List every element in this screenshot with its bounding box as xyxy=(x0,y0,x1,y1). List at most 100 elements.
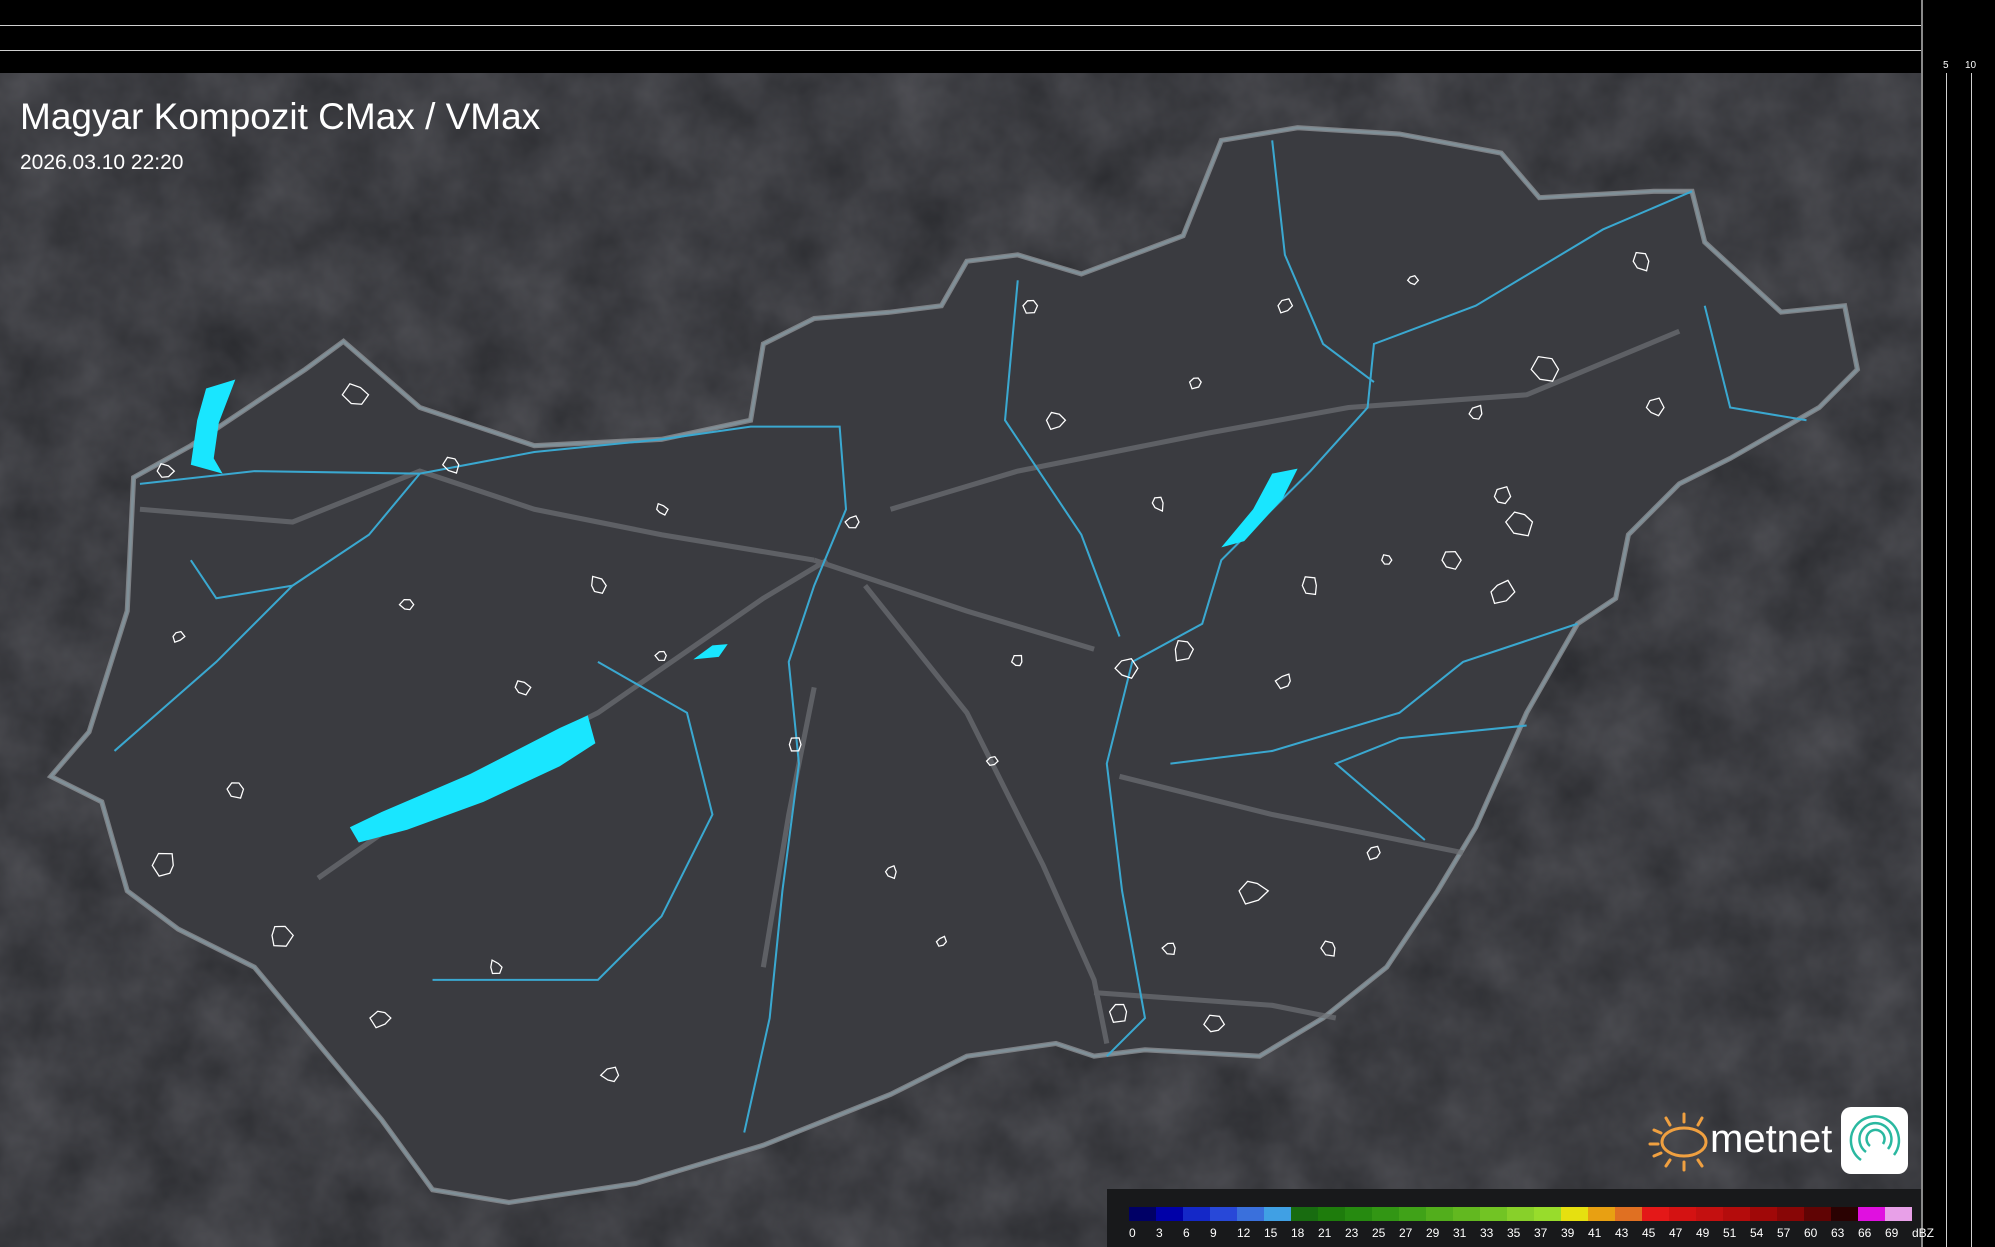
settlement-outline xyxy=(1022,299,1039,314)
lake-fertő xyxy=(190,379,236,474)
legend-swatch xyxy=(1534,1207,1561,1221)
legend-swatch xyxy=(1777,1207,1804,1221)
legend-swatch xyxy=(1291,1207,1318,1221)
legend-swatch xyxy=(1804,1207,1831,1221)
settlement-outline xyxy=(1010,654,1023,667)
settlement-outline xyxy=(172,630,186,644)
settlement-outline xyxy=(1366,845,1381,861)
legend-swatch xyxy=(1642,1207,1669,1221)
legend-swatch xyxy=(1237,1207,1264,1221)
legend-label: 33 xyxy=(1480,1226,1494,1240)
settlement-outline xyxy=(156,462,176,478)
legend-label: 9 xyxy=(1210,1226,1217,1240)
settlement-outline xyxy=(1441,550,1462,570)
settlement-outline xyxy=(1490,579,1516,605)
gridline-10 xyxy=(0,25,1921,26)
legend-swatch xyxy=(1696,1207,1723,1221)
settlement-outline xyxy=(655,502,669,516)
legend-label: 60 xyxy=(1804,1226,1818,1240)
settlement-outline xyxy=(1238,880,1270,905)
settlement-outline xyxy=(884,864,897,880)
legend-label: 29 xyxy=(1426,1226,1440,1240)
legend-label: 41 xyxy=(1588,1226,1602,1240)
settlement-outline xyxy=(1468,404,1483,420)
settlement-outline xyxy=(1504,511,1534,537)
legend-label: 31 xyxy=(1453,1226,1467,1240)
settlement-outline xyxy=(1301,576,1317,596)
legend-swatch xyxy=(1750,1207,1777,1221)
settlement-outline xyxy=(1188,377,1202,390)
settlement-outline xyxy=(1151,496,1164,513)
legend-label: 35 xyxy=(1507,1226,1521,1240)
settlement-outline xyxy=(654,650,667,662)
settlement-outline xyxy=(599,1066,620,1083)
lake-balaton xyxy=(349,715,596,843)
settlement-outline xyxy=(1381,554,1393,565)
legend-label: 47 xyxy=(1669,1226,1683,1240)
settlement-outline xyxy=(1493,485,1512,505)
country-border xyxy=(46,125,1861,1206)
legend-label: 18 xyxy=(1291,1226,1305,1240)
gridline-5 xyxy=(0,50,1921,51)
settlement-outline xyxy=(1645,397,1665,417)
map-timestamp: 2026.03.10 22:20 xyxy=(20,151,184,174)
legend-label: 21 xyxy=(1318,1226,1332,1240)
top-profile-strip: 10 5 xyxy=(0,0,1995,73)
settlement-outline xyxy=(591,575,607,594)
legend-label: 57 xyxy=(1777,1226,1791,1240)
lake-velence xyxy=(693,644,728,660)
settlement-outline xyxy=(1274,673,1291,690)
legend-swatch xyxy=(1723,1207,1750,1221)
legend-label: 27 xyxy=(1399,1226,1413,1240)
legend-labels: 0 3 6 9 12 15 18 21 23 25 27 29 31 33 35 37 39 41 43 45 47 49… xyxy=(1129,1226,1939,1240)
gridline-10 xyxy=(1971,73,1972,1247)
settlement-outline xyxy=(1632,251,1650,272)
settlement-outline xyxy=(341,382,370,405)
map-title: Magyar Kompozit CMax / VMax xyxy=(20,96,541,137)
tick-label: 10 xyxy=(1965,60,1977,71)
settlement-outline xyxy=(1406,275,1420,286)
legend-label: 6 xyxy=(1183,1226,1190,1240)
legend-label: 63 xyxy=(1831,1226,1845,1240)
settlement-outline xyxy=(1277,298,1294,314)
settlement-outline xyxy=(226,782,245,799)
legend-swatch xyxy=(1669,1207,1696,1221)
legend-swatch xyxy=(1129,1207,1156,1221)
legend-label: 45 xyxy=(1642,1226,1656,1240)
settlement-outline xyxy=(514,680,532,696)
settlement-outline xyxy=(1108,1003,1128,1023)
settlement-outline xyxy=(1114,658,1139,679)
swirl-icon xyxy=(1849,1115,1901,1162)
legend-label: 23 xyxy=(1345,1226,1359,1240)
sun-icon xyxy=(1648,1112,1708,1172)
legend-label: 25 xyxy=(1372,1226,1386,1240)
legend-label: 0 xyxy=(1129,1226,1136,1240)
settlement-outline xyxy=(151,852,174,877)
legend-swatch xyxy=(1561,1207,1588,1221)
legend-swatch xyxy=(1318,1207,1345,1221)
settlement-outline xyxy=(1530,355,1560,382)
legend-label: 15 xyxy=(1264,1226,1278,1240)
settlement-outline xyxy=(369,1010,392,1029)
legend-label: 66 xyxy=(1858,1226,1872,1240)
settlement-outline xyxy=(1320,940,1336,957)
rivers xyxy=(113,140,1807,1133)
settlement-outline xyxy=(788,737,802,752)
legend-swatch xyxy=(1615,1207,1642,1221)
legend-label: 39 xyxy=(1561,1226,1575,1240)
settlement-outline xyxy=(844,515,860,529)
tick-label: 5 xyxy=(1943,60,1949,71)
logo-text: metnet xyxy=(1710,1117,1832,1161)
legend-swatch xyxy=(1885,1207,1912,1221)
right-profile-strip: 5 10 xyxy=(1921,0,1995,1247)
settlement-outline xyxy=(935,935,948,947)
radar-map[interactable] xyxy=(0,73,1921,1247)
legend-swatch xyxy=(1426,1207,1453,1221)
legend-swatch xyxy=(1588,1207,1615,1221)
settlement-outline xyxy=(1161,942,1176,956)
legend-swatch xyxy=(1507,1207,1534,1221)
legend-label: 43 xyxy=(1615,1226,1629,1240)
legend-label: 37 xyxy=(1534,1226,1548,1240)
settlement-outlines xyxy=(151,251,1665,1083)
settlement-outline xyxy=(490,959,503,975)
